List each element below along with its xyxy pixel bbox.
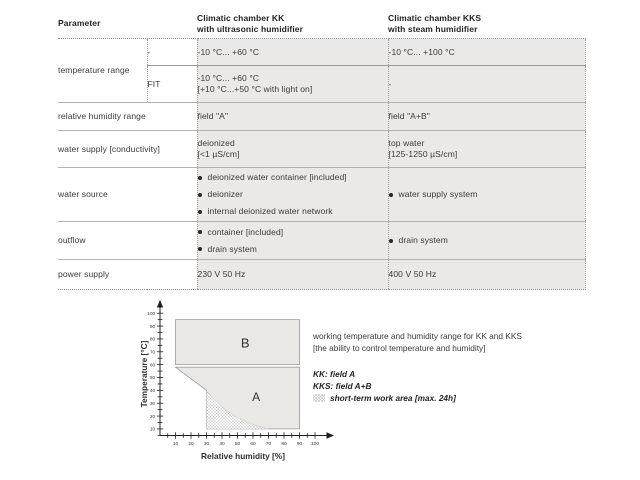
hatch-swatch-icon (313, 394, 325, 402)
bullet-icon (388, 238, 393, 243)
param-water-source: water source (58, 167, 198, 222)
value-kk-temp-standard: -10 °C... +60 °C (196, 38, 389, 66)
x-tick-label: 100 (311, 441, 319, 447)
y-tick-label: 10 (150, 427, 156, 433)
bullet-icon (197, 175, 202, 180)
bullet-item: water supply system (388, 186, 585, 203)
bullet-icon (197, 192, 202, 197)
header-kks-line1: Climatic chamber KKS (388, 12, 482, 23)
x-tick-label: 40 (219, 441, 225, 447)
value-kks-temp-fit: - (387, 65, 586, 103)
column-header-parameter: Parameter (58, 10, 198, 39)
y-tick-label: 50 (150, 375, 156, 381)
bullet-item: deionizer (197, 186, 388, 203)
region-label-A: A (252, 390, 260, 404)
x-axis-arrow-icon (326, 432, 334, 439)
bullet-item: drain system (197, 241, 388, 258)
header-kk-line1: Climatic chamber KK (197, 12, 285, 23)
legend-short-term: short-term work area [max. 24h] (330, 393, 456, 403)
value-kk-power-supply: 230 V 50 Hz (196, 259, 389, 290)
param-water-supply: water supply [conductivity] (58, 130, 198, 168)
value-kk-water-supply-line1: deionized (197, 138, 235, 148)
bullet-item: deionized water container [included] (197, 169, 388, 186)
bullet-text: container [included] (207, 226, 284, 237)
bullet-item: container [included] (197, 224, 388, 241)
value-kks-power-supply: 400 V 50 Hz (387, 259, 586, 290)
x-tick-label: 50 (235, 441, 241, 447)
value-kk-water-supply-line2: [<1 µS/cm] (197, 149, 240, 159)
legend-kks-field: KKS: field A+B (313, 381, 372, 391)
sub-label-fit: FIT (146, 65, 198, 103)
y-axis-label: Temperature [°C] (140, 340, 149, 407)
value-kk-water-supply: deionized [<1 µS/cm] (196, 130, 389, 168)
value-kks-water-supply: top water [125-1250 µS/cm] (387, 130, 586, 168)
y-tick-label: 100 (147, 311, 155, 317)
param-power-supply: power supply (58, 259, 198, 290)
x-tick-label: 70 (266, 441, 272, 447)
bullet-item: internal deionized water network (197, 203, 388, 220)
chart-legend: working temperature and humidity range f… (313, 331, 603, 404)
y-tick-label: 60 (150, 362, 156, 368)
value-kk-temp-fit-line1: -10 °C... +60 °C (197, 73, 260, 83)
bullet-text: deionized water container [included] (207, 172, 347, 182)
y-tick-label: 90 (150, 324, 156, 330)
header-kk-line2: with ultrasonic humidifier (197, 24, 304, 34)
x-tick-label: 10 (173, 441, 179, 447)
y-tick-label: 80 (150, 337, 156, 343)
bullet-text: drain system (207, 243, 257, 254)
value-kks-humidity: field "A+B" (387, 102, 586, 131)
region-label-B: B (241, 335, 250, 350)
x-axis-label: Relative humidity [%] (201, 451, 285, 461)
x-tick-label: 90 (297, 441, 303, 447)
value-kk-humidity: field "A" (196, 102, 389, 131)
legend-description-line1: working temperature and humidity range f… (313, 331, 522, 341)
value-kks-temp-standard: -10 °C... +100 °C (387, 38, 586, 66)
y-tick-label: 20 (150, 414, 156, 420)
column-header-kk: Climatic chamber KK with ultrasonic humi… (197, 10, 389, 39)
bullet-icon (197, 247, 202, 251)
x-tick-label: 60 (250, 441, 256, 447)
bullet-icon (197, 230, 202, 234)
region-short-term-hatch (206, 389, 269, 430)
x-tick-label: 30 (204, 441, 210, 447)
bullet-icon (197, 209, 202, 214)
header-kks-line2: with steam humidifier (388, 24, 478, 34)
x-tick-label: 20 (188, 441, 194, 447)
humidity-temperature-chart: 10 20 30 40 50 60 70 80 90 100 10 20 30 40 50 60 70 80 90 1… (139, 298, 345, 478)
column-header-kks: Climatic chamber KKS with steam humidifi… (388, 10, 586, 39)
spec-table: Parameter Climatic chamber KK with ultra… (58, 10, 586, 290)
bullet-text: drain system (398, 235, 448, 245)
value-kks-outflow: drain system (387, 221, 586, 260)
y-axis-arrow-icon (156, 300, 164, 308)
sub-label-standard: - (146, 38, 198, 66)
bullet-text: water supply system (398, 189, 478, 199)
value-kks-water-supply-line2: [125-1250 µS/cm] (388, 149, 458, 159)
legend-description-line2: [the ability to control temperature and … (313, 342, 486, 353)
value-kks-water-supply-line1: top water (388, 138, 425, 148)
value-kk-temp-fit: -10 °C... +60 °C [+10 °C...+50 °C with l… (196, 65, 389, 103)
param-outflow: outflow (58, 221, 198, 260)
param-temperature-range: temperature range (58, 65, 130, 75)
value-kk-outflow: container [included] drain system (196, 221, 389, 260)
region-B (175, 319, 300, 365)
chart-svg: 10 20 30 40 50 60 70 80 90 100 10 20 30 40 50 60 70 80 90 1… (139, 300, 334, 461)
value-kk-temp-fit-line2: [+10 °C...+50 °C with light on] (197, 84, 313, 94)
bullet-item: drain system (388, 232, 585, 249)
value-kks-water-source: water supply system (387, 167, 586, 222)
x-tick-label: 80 (281, 441, 287, 447)
bullet-text: deionizer (207, 189, 243, 199)
value-kk-water-source: deionized water container [included] dei… (196, 167, 389, 222)
y-tick-label: 30 (150, 401, 156, 407)
y-tick-label: 70 (150, 349, 156, 355)
legend-kk-field: KK: field A (313, 369, 356, 379)
bullet-text: internal deionized water network (207, 206, 333, 216)
y-tick-label: 40 (150, 388, 156, 394)
param-humidity-range: relative humidity range (58, 102, 198, 131)
bullet-icon (388, 192, 393, 197)
